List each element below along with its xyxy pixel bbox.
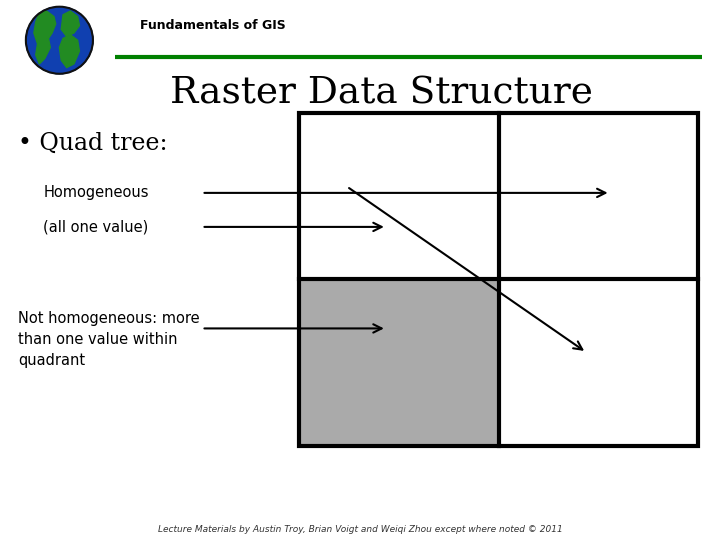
Text: (all one value): (all one value) [43,219,148,234]
Text: Not homogeneous: more
than one value within
quadrant: Not homogeneous: more than one value wit… [18,310,199,368]
Polygon shape [61,11,79,37]
Circle shape [26,6,93,74]
Text: • Quad tree:: • Quad tree: [18,132,168,156]
Text: Raster Data Structure: Raster Data Structure [170,76,593,112]
Polygon shape [59,35,79,68]
Bar [299,280,498,446]
Text: Homogeneous: Homogeneous [43,185,149,200]
Text: Fundamentals of GIS: Fundamentals of GIS [140,19,286,32]
Polygon shape [34,11,55,64]
Text: Lecture Materials by Austin Troy, Brian Voigt and Weiqi Zhou except where noted : Lecture Materials by Austin Troy, Brian … [158,524,562,534]
Bar [299,113,698,446]
